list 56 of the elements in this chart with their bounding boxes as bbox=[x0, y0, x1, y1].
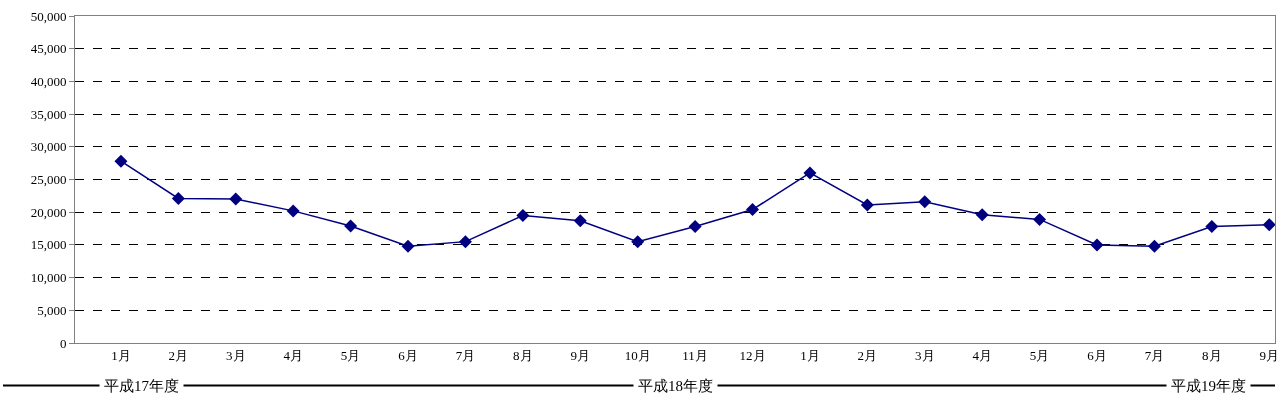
point bbox=[1147, 239, 1161, 253]
point bbox=[975, 208, 989, 222]
text: 平成18年度 bbox=[638, 378, 713, 394]
x-tick-label: 5月 bbox=[1029, 347, 1050, 363]
point bbox=[401, 239, 415, 253]
point bbox=[286, 204, 300, 218]
x-tick-label: 3月 bbox=[226, 347, 246, 363]
x-tick-label: 1月 bbox=[800, 347, 820, 363]
x-tick-label: 9月 bbox=[570, 347, 591, 363]
point bbox=[171, 191, 185, 205]
y-tick-label: 50,000 bbox=[30, 8, 67, 24]
point bbox=[458, 235, 472, 249]
x-tick-label: 6月 bbox=[1087, 347, 1107, 363]
text: 平成19年度 bbox=[1171, 378, 1246, 394]
x-tick-label: 8月 bbox=[1202, 347, 1222, 363]
point bbox=[1033, 212, 1047, 226]
x-tick-label: 5月 bbox=[340, 347, 361, 363]
x-tick-label: 10月 bbox=[624, 347, 651, 363]
y-tick-label: 30,000 bbox=[30, 139, 67, 155]
x-tick-label: 9月 bbox=[1259, 347, 1280, 363]
point bbox=[1205, 220, 1219, 234]
point bbox=[516, 208, 530, 222]
y-tick-label: 5,000 bbox=[37, 302, 67, 318]
point bbox=[1090, 238, 1104, 252]
point bbox=[229, 192, 243, 206]
y-tick-label: 25,000 bbox=[30, 172, 67, 188]
text: 平成17年度 bbox=[104, 378, 179, 394]
point bbox=[746, 203, 760, 217]
point bbox=[688, 220, 702, 234]
x-tick-label: 7月 bbox=[455, 347, 476, 363]
point bbox=[860, 198, 874, 212]
x-tick-label: 3月 bbox=[915, 347, 935, 363]
y-tick-label: 0 bbox=[59, 335, 67, 351]
x-tick-label: 7月 bbox=[1144, 347, 1165, 363]
y-tick-label: 20,000 bbox=[30, 204, 67, 220]
x-tick-label: 4月 bbox=[972, 347, 992, 363]
x-tick-label: 12月 bbox=[739, 347, 766, 363]
x-tick-label: 8月 bbox=[513, 347, 533, 363]
point bbox=[803, 166, 817, 180]
x-tick-label: 1月 bbox=[111, 347, 131, 363]
point bbox=[631, 235, 645, 249]
y-tick-label: 40,000 bbox=[30, 73, 67, 89]
x-tick-label: 2月 bbox=[857, 347, 878, 363]
point bbox=[918, 195, 932, 209]
x-tick-label: 6月 bbox=[398, 347, 418, 363]
x-tick-label: 2月 bbox=[168, 347, 189, 363]
x-tick-label: 11月 bbox=[682, 347, 708, 363]
point bbox=[114, 154, 128, 168]
y-tick-label: 35,000 bbox=[30, 106, 67, 122]
y-tick-label: 15,000 bbox=[30, 237, 67, 253]
x-tick-label: 4月 bbox=[283, 347, 303, 363]
point bbox=[1262, 218, 1276, 232]
y-tick-label: 10,000 bbox=[30, 270, 67, 286]
point bbox=[573, 214, 587, 228]
point bbox=[344, 219, 358, 233]
y-tick-label: 45,000 bbox=[30, 41, 67, 57]
